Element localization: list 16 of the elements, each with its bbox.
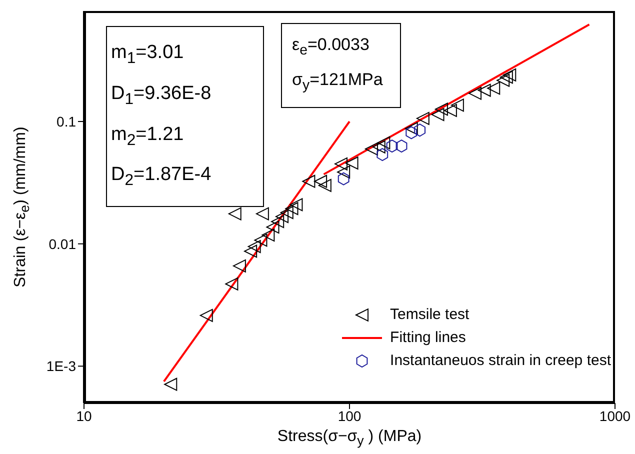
legend-label: Fitting lines — [390, 329, 466, 346]
annotation: m$_{1}$=3.01 — [111, 41, 185, 69]
annotation: σ$_{y}$=121MPa — [292, 69, 384, 96]
x-axis-title: Stress(σ−σ$_{y}$ ) (MPa) — [276, 428, 423, 448]
x-tick-label: 1000 — [599, 408, 631, 424]
annotation: D$_{1}$=9.36E-8 — [111, 82, 212, 110]
annotation: m$_{2}$=1.21 — [111, 122, 185, 150]
x-tick-label: 100 — [338, 408, 362, 424]
y-tick-label: 0.01 — [48, 236, 76, 252]
y-tick-label: 1E-3 — [46, 358, 76, 374]
legend-label: Instantaneuos strain in creep test — [390, 352, 611, 369]
x-tick-label: 10 — [76, 408, 92, 424]
legend-label: Temsile test — [390, 306, 470, 323]
annotation: ε$_{e}$=0.0033 — [292, 34, 370, 60]
y-tick-label: 0.1 — [56, 113, 76, 130]
annotation: D$_{2}$=1.87E-4 — [111, 163, 212, 192]
